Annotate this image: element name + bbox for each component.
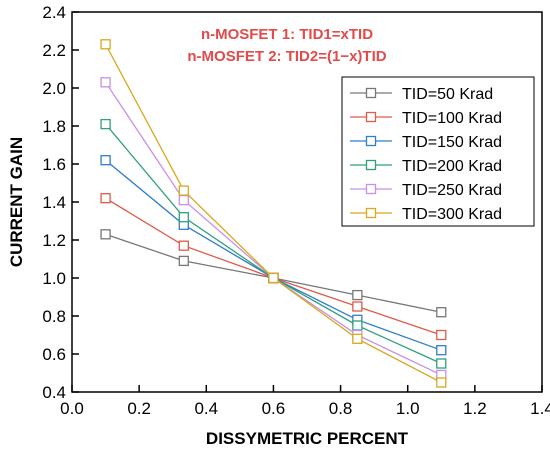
data-point bbox=[436, 377, 447, 388]
legend-marker bbox=[365, 183, 377, 195]
series-6 bbox=[100, 39, 447, 388]
x-tick-label: 0.8 bbox=[329, 399, 353, 418]
legend-marker bbox=[365, 87, 377, 99]
y-tick-label: 2.0 bbox=[42, 79, 66, 98]
y-tick-label: 1.0 bbox=[42, 269, 66, 288]
legend-label: TID=250 Krad bbox=[402, 182, 502, 199]
y-tick-label: 1.6 bbox=[42, 155, 66, 174]
data-point bbox=[178, 255, 189, 267]
y-tick-label: 0.8 bbox=[42, 307, 66, 326]
x-tick-label: 0.0 bbox=[60, 399, 84, 418]
legend-label: TID=50 Krad bbox=[402, 86, 493, 103]
data-point bbox=[100, 229, 111, 240]
y-tick-label: 1.2 bbox=[42, 231, 66, 250]
y-tick-label: 1.8 bbox=[42, 117, 66, 136]
data-point bbox=[436, 307, 447, 318]
y-axis-ticks: 0.4 0.6 0.8 1.0 1.2 1.4 1.6 1.8 2.0 2.2 2.4 bbox=[42, 3, 79, 402]
x-axis-ticks: 0.0 0.2 0.4 0.6 0.8 1.0 1.2 1.4 bbox=[60, 385, 550, 418]
y-tick-label: 1.4 bbox=[42, 193, 66, 212]
x-tick-label: 1.0 bbox=[396, 399, 420, 418]
legend-label: TID=300 Krad bbox=[402, 206, 502, 223]
legend-marker bbox=[365, 135, 377, 147]
data-point bbox=[178, 240, 189, 251]
data-point bbox=[352, 289, 363, 301]
annotation-mosfet-2: n-MOSFET 2: TID2=(1−x)TID bbox=[187, 48, 386, 65]
x-axis-title: DISSYMETRIC PERCENT bbox=[206, 429, 409, 448]
legend-entry: TID=50 Krad bbox=[350, 86, 493, 103]
legend-entry: TID=100 Krad bbox=[350, 110, 502, 127]
legend-box bbox=[341, 76, 535, 227]
data-point bbox=[352, 320, 363, 331]
series-group bbox=[100, 39, 447, 388]
data-point bbox=[352, 301, 363, 312]
data-point bbox=[100, 39, 111, 50]
legend-marker bbox=[365, 207, 377, 219]
legend: TID=50 Krad TID=100 Krad TID=150 Krad TID=2… bbox=[341, 76, 535, 227]
data-point bbox=[100, 77, 111, 88]
legend-label: TID=150 Krad bbox=[402, 134, 502, 151]
data-point bbox=[436, 345, 447, 356]
data-point bbox=[100, 193, 111, 204]
data-point bbox=[100, 155, 111, 166]
legend-entry: TID=250 Krad bbox=[350, 182, 502, 199]
legend-label: TID=100 Krad bbox=[402, 110, 502, 127]
legend-marker bbox=[365, 111, 377, 123]
data-point bbox=[436, 329, 447, 341]
annotation-mosfet-1: n-MOSFET 1: TID1=xTID bbox=[201, 26, 373, 43]
x-tick-label: 0.4 bbox=[194, 399, 218, 418]
y-axis-title: CURRENT GAIN bbox=[7, 137, 26, 267]
x-tick-label: 0.2 bbox=[127, 399, 151, 418]
legend-entry: TID=150 Krad bbox=[350, 134, 502, 151]
data-point bbox=[178, 212, 189, 223]
legend-entry: TID=300 Krad bbox=[350, 206, 502, 223]
data-point bbox=[268, 272, 279, 284]
y-tick-label: 0.4 bbox=[42, 383, 66, 402]
x-tick-label: 1.4 bbox=[530, 399, 550, 418]
legend-marker bbox=[365, 159, 377, 171]
y-tick-label: 0.6 bbox=[42, 345, 66, 364]
data-point bbox=[100, 118, 111, 130]
y-tick-label: 2.2 bbox=[42, 41, 66, 60]
legend-label: TID=200 Krad bbox=[402, 158, 502, 175]
y-tick-label: 2.4 bbox=[42, 3, 66, 22]
data-point bbox=[178, 185, 189, 196]
legend-entry: TID=200 Krad bbox=[350, 158, 502, 175]
data-point bbox=[436, 358, 447, 369]
x-tick-label: 1.2 bbox=[463, 399, 487, 418]
data-point bbox=[178, 194, 189, 206]
x-tick-label: 0.6 bbox=[262, 399, 286, 418]
data-point bbox=[352, 333, 363, 344]
